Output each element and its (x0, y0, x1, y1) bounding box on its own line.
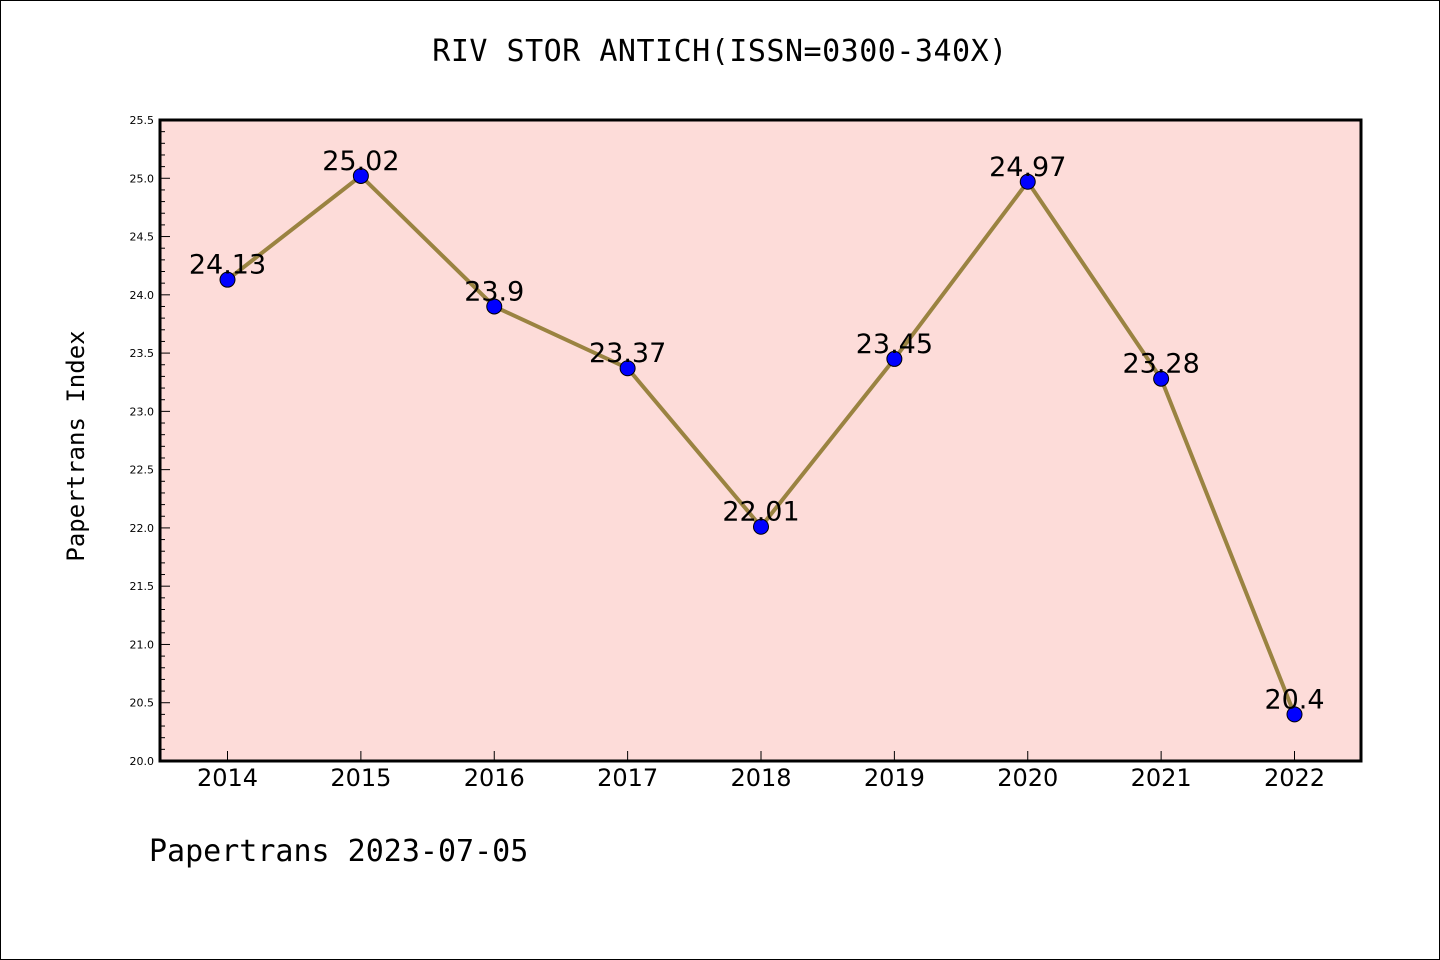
x-tick-label: 2020 (997, 764, 1058, 792)
y-tick-label: 24.5 (130, 231, 155, 244)
data-point (219, 271, 236, 288)
footer-text: Papertrans 2023-07-05 (149, 834, 529, 869)
x-tick-label: 2017 (597, 764, 658, 792)
chart-title: RIV STOR ANTICH(ISSN=0300-340X) (432, 34, 1008, 69)
plot-area (160, 120, 1361, 761)
data-point (1286, 706, 1303, 723)
x-tick-label: 2019 (864, 764, 925, 792)
data-label: 24.13 (189, 250, 266, 281)
data-label: 23.37 (589, 338, 666, 369)
y-tick-label: 21.5 (130, 580, 155, 593)
data-label: 24.97 (989, 152, 1066, 183)
x-axis: 2014 2015 2016 2017 2018 2019 2020 2021 2022 (197, 751, 1325, 792)
y-tick-label: 20.5 (130, 697, 155, 710)
y-tick-label: 24.0 (130, 289, 155, 302)
data-point (753, 518, 769, 535)
data-point (352, 167, 369, 184)
y-tick-label: 20.0 (130, 755, 155, 768)
data-point (1153, 370, 1170, 387)
y-tick-label: 21.0 (130, 638, 155, 651)
x-tick-label: 2014 (197, 764, 258, 792)
y-tick-label: 23.0 (130, 405, 155, 418)
y-tick-label: 23.5 (130, 347, 155, 360)
data-label: 25.02 (322, 146, 399, 177)
x-tick-label: 2018 (730, 764, 791, 792)
x-tick-label: 2015 (330, 764, 391, 792)
data-label: 23.45 (856, 329, 933, 360)
data-points (219, 167, 1303, 723)
data-label: 23.28 (1122, 349, 1199, 380)
data-point (886, 350, 903, 367)
data-point (1019, 173, 1036, 190)
data-point (486, 298, 503, 315)
x-tick-label: 2022 (1264, 764, 1325, 792)
y-tick-label: 22.0 (130, 522, 155, 535)
plot-border (158, 118, 1363, 763)
data-point (619, 360, 636, 377)
y-tick-label: 22.5 (130, 464, 155, 477)
data-label: 23.9 (464, 276, 524, 307)
x-tick-label: 2016 (464, 764, 525, 792)
data-label: 22.01 (722, 497, 799, 528)
data-labels: 24.13 25.02 23.9 23.37 22.01 23.45 24.97 23.28 2… (189, 146, 1325, 715)
y-tick-label: 25.0 (130, 172, 155, 185)
x-tick-label: 2021 (1131, 764, 1192, 792)
data-label: 20.4 (1264, 684, 1324, 715)
y-tick-label: 25.5 (130, 114, 155, 127)
